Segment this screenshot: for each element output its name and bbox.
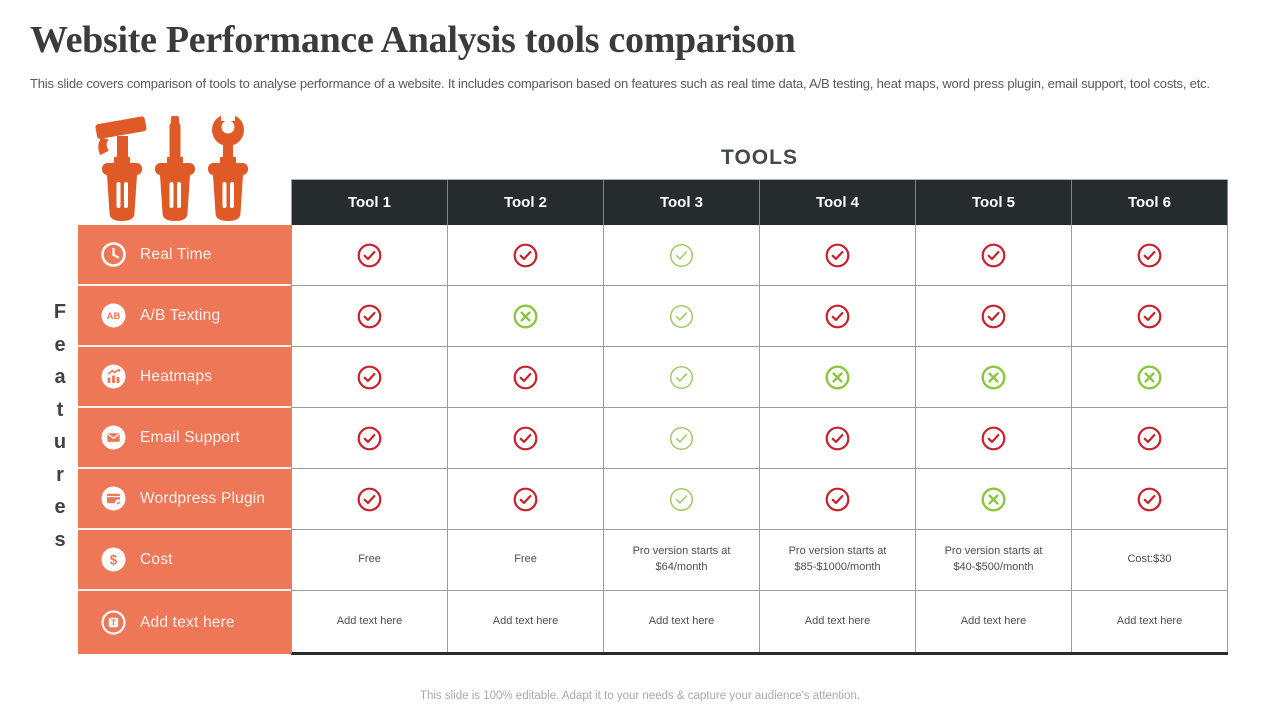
table-cell-text: Cost:$30 [1072, 530, 1228, 591]
check-icon [1072, 225, 1228, 286]
check-icon [292, 286, 448, 347]
check-icon [760, 225, 916, 286]
check-icon [760, 286, 916, 347]
table-cell-text: Add text here [916, 591, 1072, 652]
check-icon [760, 469, 916, 530]
check-icon [448, 469, 604, 530]
feature-label: Heatmaps [140, 367, 213, 385]
check-icon [916, 286, 1072, 347]
feature-row: Real Time [78, 225, 291, 286]
check-icon [448, 225, 604, 286]
table-cell-text: Pro version starts at $40-$500/month [916, 530, 1072, 591]
features-letter: a [54, 366, 66, 388]
features-letter: r [56, 463, 64, 486]
add-text-icon: T [100, 609, 127, 636]
feature-row: Wordpress Plugin [78, 469, 291, 530]
table-cell-text: Add text here [448, 591, 604, 652]
check-icon [604, 408, 760, 469]
features-letter: u [53, 431, 67, 453]
check-icon [604, 286, 760, 347]
feature-label: Email Support [140, 428, 240, 446]
feature-row: AB A/B Texting [78, 286, 291, 347]
cross-icon [916, 469, 1072, 530]
column-header-tool-5: Tool 5 [916, 180, 1072, 225]
features-column: Real Time AB A/B Texting Heatmaps Email Supp… [78, 225, 291, 654]
table-cell-text: Pro version starts at $64/month [604, 530, 760, 591]
feature-row: Heatmaps [78, 347, 291, 408]
check-icon [916, 225, 1072, 286]
hammer-screwdriver-wrench-icon [95, 108, 248, 221]
email-icon [100, 424, 127, 451]
clock-icon [100, 241, 127, 268]
feature-label: Cost [140, 550, 173, 568]
cross-icon [760, 347, 916, 408]
check-icon [1072, 469, 1228, 530]
features-letter: e [54, 333, 66, 356]
feature-label: Real Time [140, 245, 212, 263]
column-header-tool-4: Tool 4 [760, 180, 916, 225]
table-cell-text: Free [292, 530, 448, 591]
check-icon [448, 408, 604, 469]
column-header-tool-1: Tool 1 [292, 180, 448, 225]
feature-row: $ Cost [78, 530, 291, 591]
column-header-tool-6: Tool 6 [1072, 180, 1228, 225]
cross-icon [916, 347, 1072, 408]
column-header-tool-2: Tool 2 [448, 180, 604, 225]
ab-icon: AB [100, 302, 127, 329]
cross-icon [448, 286, 604, 347]
cross-icon [1072, 347, 1228, 408]
features-letter: s [54, 528, 66, 551]
tools-group-label: TOOLS [721, 146, 798, 169]
check-icon [916, 408, 1072, 469]
check-icon [292, 408, 448, 469]
check-icon [604, 225, 760, 286]
svg-text:$: $ [110, 552, 118, 567]
features-letter: F [53, 301, 67, 323]
dollar-icon: $ [100, 546, 127, 573]
page-subtitle: This slide covers comparison of tools to… [30, 76, 1210, 91]
table-cell-text: Add text here [760, 591, 916, 652]
check-icon [448, 347, 604, 408]
check-icon [292, 225, 448, 286]
column-header-tool-3: Tool 3 [604, 180, 760, 225]
features-letter: e [54, 496, 66, 518]
check-icon [604, 469, 760, 530]
check-icon [1072, 408, 1228, 469]
table-cell-text: Pro version starts at $85-$1000/month [760, 530, 916, 591]
footer-note: This slide is 100% editable. Adapt it to… [419, 690, 861, 702]
svg-text:AB: AB [107, 311, 121, 322]
table-cell-text: Add text here [604, 591, 760, 652]
table-cell-text: Free [448, 530, 604, 591]
table-cell-text: Add text here [1072, 591, 1228, 652]
page-title: Website Performance Analysis tools compa… [30, 19, 796, 61]
feature-row: T Add text here [78, 591, 291, 654]
features-letter: t [56, 398, 64, 421]
check-icon [760, 408, 916, 469]
feature-label: A/B Texting [140, 306, 221, 324]
wordpress-icon [100, 485, 127, 512]
feature-row: Email Support [78, 408, 291, 469]
table-body: Free Free Pro version starts at $64/month P… [292, 225, 1228, 652]
tools-graphic [90, 108, 260, 225]
table-header-row: Tool 1 Tool 2 Tool 3 Tool 4 Tool 5 Tool 6 [292, 180, 1228, 225]
feature-label: Wordpress Plugin [140, 489, 266, 507]
feature-label: Add text here [140, 613, 235, 631]
table-cell-text: Add text here [292, 591, 448, 652]
check-icon [604, 347, 760, 408]
check-icon [292, 347, 448, 408]
heatmaps-icon [100, 363, 127, 390]
comparison-table: Tool 1 Tool 2 Tool 3 Tool 4 Tool 5 Tool 6 Fre… [291, 179, 1228, 655]
check-icon [292, 469, 448, 530]
svg-text:T: T [111, 617, 117, 627]
check-icon [1072, 286, 1228, 347]
